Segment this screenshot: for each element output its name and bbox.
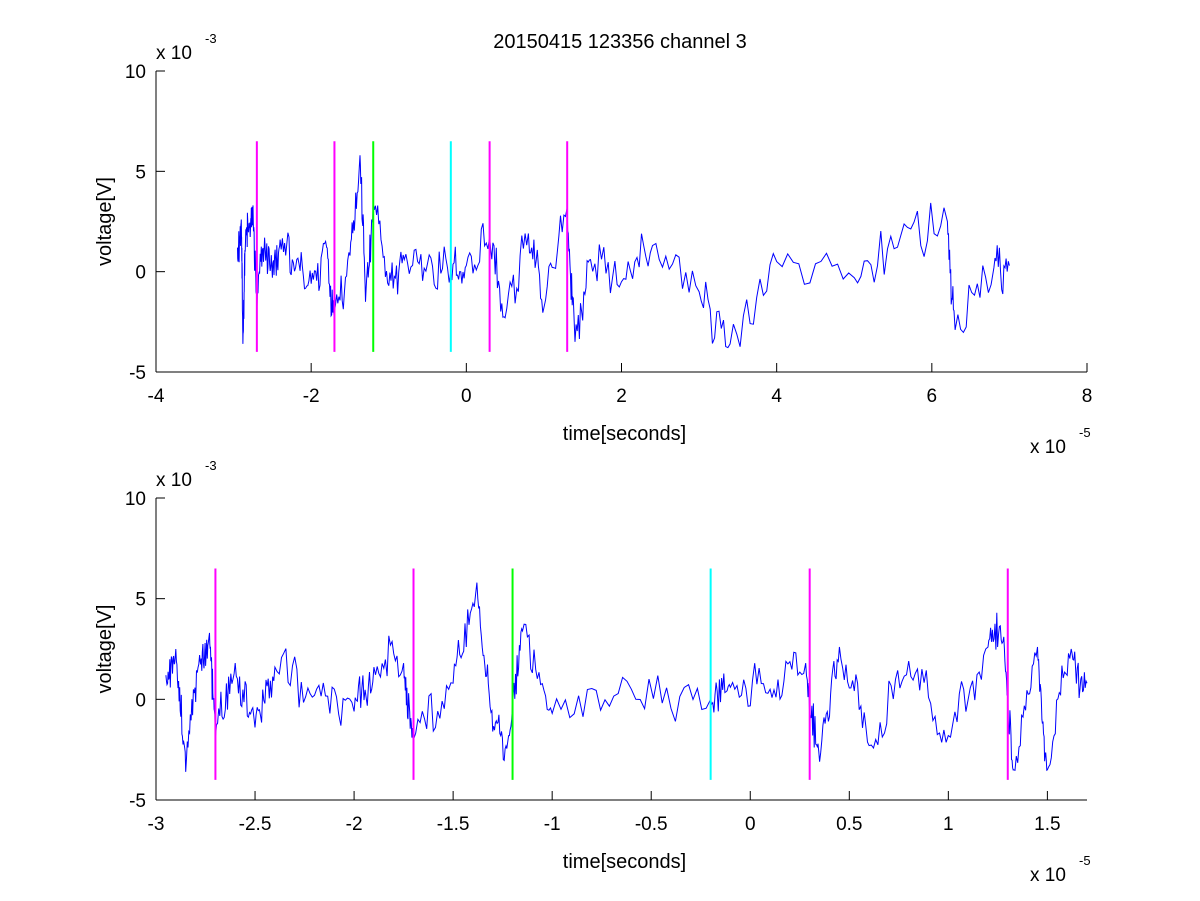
x-tick-label: -1: [544, 814, 561, 835]
x-exponent-label: x 10: [1030, 437, 1066, 458]
plot-bottom: -3 -2.5 -2 -1.5 -1 -0.5 0 0.5 1 1.5 -5 0 5 10 time[sec…: [94, 458, 1091, 886]
x-tick-label: -2: [346, 814, 363, 835]
x-tick-label: -1.5: [437, 814, 470, 835]
y-tick-label: -5: [129, 791, 146, 812]
x-exponent-label: x 10: [1030, 865, 1066, 886]
x-axis-label: time[seconds]: [563, 423, 686, 445]
y-exponent-label: x 10: [156, 470, 192, 491]
x-tick-label: 4: [771, 386, 782, 407]
y-exponent-label: x 10: [156, 43, 192, 64]
x-tick-label: 8: [1082, 386, 1093, 407]
x-tick-label: -4: [148, 386, 165, 407]
x-tick-label: -2: [303, 386, 320, 407]
y-tick-label: -5: [129, 363, 146, 384]
x-tick-label: 0.5: [836, 814, 862, 835]
x-exponent-power: -5: [1079, 425, 1091, 440]
y-axis-label: voltage[V]: [94, 605, 116, 694]
x-axis-label: time[seconds]: [563, 851, 686, 873]
x-tick-label: 2: [616, 386, 627, 407]
y-tick-label: 10: [125, 62, 146, 83]
y-tick-label: 5: [135, 590, 146, 611]
figure-title: 20150415 123356 channel 3: [493, 31, 747, 53]
x-tick-label: 1.5: [1034, 814, 1060, 835]
x-tick-label: 1: [943, 814, 954, 835]
y-axis-label: voltage[V]: [94, 177, 116, 266]
y-tick-label: 0: [135, 263, 146, 284]
y-tick-label: 10: [125, 489, 146, 510]
y-tick-label: 5: [135, 162, 146, 183]
signal-line: [237, 155, 1010, 349]
x-tick-label: -2.5: [239, 814, 272, 835]
signal-line: [165, 582, 1088, 772]
x-exponent-power: -5: [1079, 853, 1091, 868]
plot-top: -4 -2 0 2 4 6 8 -5 0 5 10 time[seconds] voltage[V] x …: [94, 31, 1092, 458]
x-tick-label: 0: [461, 386, 472, 407]
y-tick-label: 0: [135, 690, 146, 711]
y-exponent-power: -3: [205, 31, 217, 46]
x-tick-label: 0: [745, 814, 756, 835]
x-tick-label: -0.5: [635, 814, 668, 835]
x-tick-label: -3: [148, 814, 165, 835]
y-exponent-power: -3: [205, 458, 217, 473]
x-tick-label: 6: [927, 386, 938, 407]
